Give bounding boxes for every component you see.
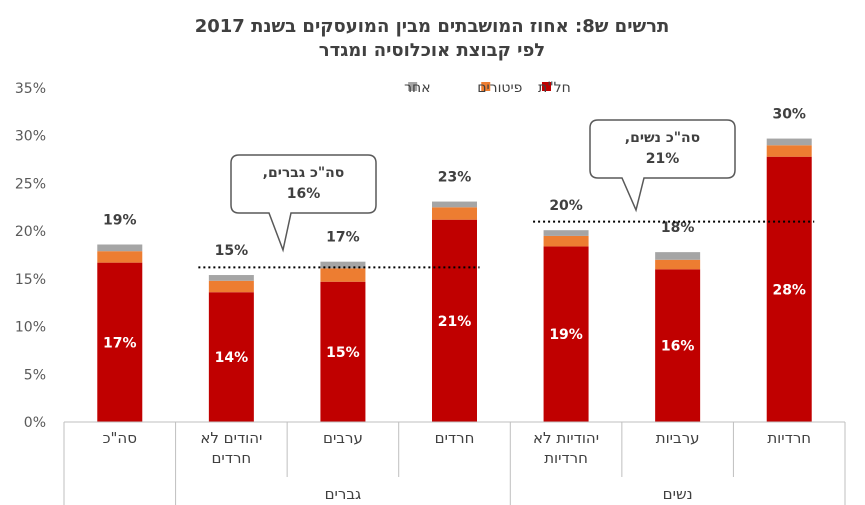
bar-inner-label: 19%	[549, 327, 583, 343]
legend-swatch	[542, 82, 551, 91]
bar-total-label: 23%	[438, 170, 472, 186]
legend-swatch	[481, 82, 491, 91]
group-label: נשים	[663, 485, 693, 503]
bar-segment	[97, 251, 143, 263]
callout-box	[230, 154, 377, 253]
bar-segment	[208, 292, 254, 422]
y-tick-label: 20%	[15, 224, 46, 240]
bar-segment	[655, 269, 701, 422]
chart-title: תרשים ש8: אחוז המושבתים מבין המועסקים בש…	[195, 16, 670, 37]
category-label: יהודיות לא	[533, 429, 599, 447]
category-label: חרדיות	[767, 429, 811, 447]
bar-segment	[432, 219, 477, 422]
callout-box	[589, 119, 736, 213]
bar-segment	[320, 268, 366, 282]
legend-label: פיטורים	[477, 80, 522, 96]
category-label: חרדיות	[544, 449, 588, 467]
y-tick-label: 0%	[24, 415, 46, 431]
callouts: סה"כ גברים, 16% סה"כ נשים, 21%	[198, 119, 815, 269]
bar-segment	[320, 281, 366, 422]
bar-inner-label: 15%	[326, 345, 360, 361]
bar-segment	[766, 138, 812, 146]
bar-segment	[543, 246, 589, 422]
bar-segment	[208, 275, 254, 281]
bar-segment	[432, 207, 477, 220]
bar-inner-label: 14%	[215, 350, 249, 366]
y-axis: 0% 5% 10% 15% 20% 25% 30% 35%	[15, 81, 46, 431]
bar-inner-label: 16%	[661, 339, 695, 355]
bar-segment	[543, 235, 589, 247]
bar-total-label: 20%	[549, 198, 583, 214]
y-tick-label: 5%	[24, 367, 46, 383]
legend: חל"ת פיטורים אחר	[404, 80, 571, 96]
category-label: ערבים	[323, 429, 363, 447]
bar-segment	[766, 156, 812, 423]
bar-inner-label: 28%	[772, 282, 806, 298]
bar-total-label: 30%	[772, 107, 806, 123]
bar-inner-label: 17%	[103, 335, 137, 351]
callout-label: סה"כ נשים,	[625, 130, 700, 146]
y-tick-label: 10%	[15, 320, 46, 336]
bar-segment	[655, 252, 701, 260]
bar-segment	[655, 259, 701, 270]
bar-segment	[432, 201, 477, 208]
callout-label: סה"כ גברים,	[263, 165, 345, 181]
y-tick-label: 25%	[15, 176, 46, 192]
category-label: חרדים	[435, 429, 475, 447]
bar-segment	[320, 261, 366, 269]
category-label: סה"כ	[103, 429, 137, 447]
group-label: גברים	[325, 485, 362, 503]
bar-segment	[543, 230, 589, 236]
bar-segment	[766, 145, 812, 157]
bar-total-label: 18%	[661, 220, 695, 236]
bar-segment	[208, 280, 254, 293]
bar-total-label: 19%	[103, 213, 137, 229]
bar-segment	[97, 244, 143, 252]
bar-total-label: 17%	[326, 230, 360, 246]
y-tick-label: 35%	[15, 81, 46, 97]
category-label: ערביות	[656, 429, 700, 447]
chart-subtitle: לפי קבוצת אוכלוסיה ומגדר	[319, 40, 545, 61]
y-tick-label: 15%	[15, 272, 46, 288]
category-label: יהודים לא	[200, 429, 262, 447]
bar-total-label: 15%	[215, 243, 249, 259]
x-axis: סה"כ יהודים לא חרדים ערבים חרדים יהודיות לא חר…	[63, 421, 846, 505]
bar-inner-label: 21%	[438, 314, 472, 330]
callout-value: 21%	[646, 151, 680, 167]
bar-segment	[97, 262, 143, 422]
bars: 17% 19% 14% 15% 15% 17% 21% 23% 19% 20% 16% 18% 28% 3…	[97, 107, 812, 423]
legend-swatch	[408, 82, 418, 91]
legend-label: אחר	[404, 80, 430, 96]
category-label: חרדים	[211, 449, 251, 467]
legend-label: חל"ת	[538, 80, 571, 96]
callout-value: 16%	[287, 186, 321, 202]
y-tick-label: 30%	[15, 129, 46, 145]
